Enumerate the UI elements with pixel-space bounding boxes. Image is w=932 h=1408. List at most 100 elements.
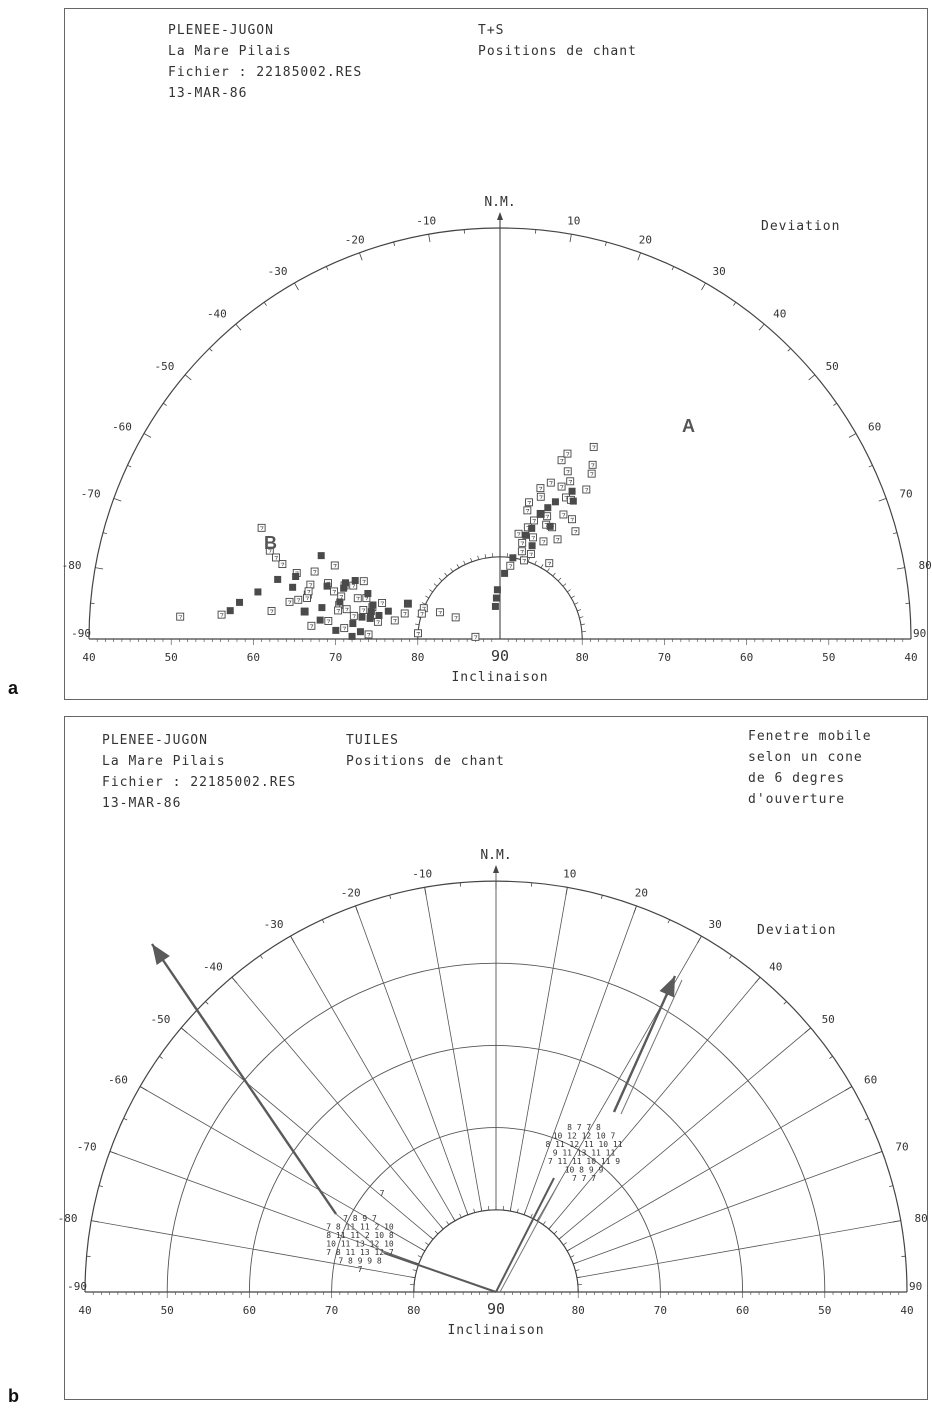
open-square-glyph	[438, 610, 442, 615]
inner-circle-tick	[480, 1207, 483, 1212]
deviation-tick-label: -60	[112, 421, 132, 434]
inner-circle	[413, 1209, 579, 1293]
open-square-glyph	[280, 562, 285, 567]
deviation-tick-label: -30	[268, 265, 288, 278]
filled-square-marker	[528, 524, 536, 532]
arrow-right-shaft	[612, 975, 677, 1113]
open-square-glyph	[308, 583, 313, 587]
inner-circle-tick	[459, 1213, 462, 1218]
filled-square-marker	[384, 607, 392, 615]
open-square-glyph	[561, 513, 566, 517]
open-square-glyph	[416, 631, 420, 636]
outer-circle-tick	[109, 1151, 118, 1155]
outer-circle-tick	[889, 1185, 894, 1188]
open-square-glyph	[361, 608, 366, 613]
filled-square-marker	[236, 598, 244, 606]
open-square-marker	[557, 482, 566, 491]
open-square-glyph	[520, 549, 524, 554]
center-value-label: 90	[487, 1300, 505, 1318]
outer-circle-tick	[758, 323, 765, 331]
outer-circle-tick	[263, 302, 267, 306]
date: 13-MAR-86	[102, 796, 182, 811]
measure-type: Positions de chant	[478, 44, 637, 59]
open-square-glyph	[403, 612, 407, 616]
panel-b-letter: b	[8, 1386, 19, 1406]
inclination-tick-label: 80	[407, 1304, 420, 1317]
outer-circle-tick	[139, 1086, 148, 1091]
filled-square-marker	[358, 613, 366, 621]
north-arrowhead	[497, 212, 503, 220]
open-square-marker	[568, 515, 576, 524]
inclination-tick-label: 50	[165, 651, 178, 664]
deviation-tick-label: -20	[341, 887, 361, 900]
density-count-row-left: 8 11 11 2 10 8	[326, 1231, 394, 1240]
inner-circle-tick	[573, 1262, 578, 1265]
open-square-glyph	[326, 619, 331, 624]
filled-square-marker	[332, 626, 340, 634]
panel-a-header-mid: T+S Positions de chant	[478, 20, 637, 62]
open-square-glyph	[420, 612, 424, 616]
filled-square-marker	[348, 632, 356, 640]
open-square-marker	[525, 498, 534, 507]
open-square-marker	[530, 516, 538, 525]
arrow-right-stem	[495, 1177, 555, 1293]
inclination-tick-label: 40	[904, 651, 917, 664]
deviation-tick-label: 80	[915, 1212, 928, 1225]
inner-circle-tick	[484, 554, 487, 559]
open-square-marker	[330, 561, 339, 570]
site-name: PLENEE-JUGON	[168, 23, 274, 38]
window-note-1: Fenetre mobile	[748, 729, 872, 744]
open-square-marker	[566, 477, 575, 486]
outer-circle-tick	[235, 323, 242, 331]
open-square-glyph	[556, 538, 560, 542]
deviation-tick-label: -80	[58, 1212, 78, 1225]
open-square-glyph	[473, 635, 478, 639]
deviation-tick-label: 30	[709, 918, 722, 931]
open-square-marker	[539, 537, 548, 546]
open-square-glyph	[345, 607, 349, 612]
outer-circle-tick	[209, 348, 213, 352]
deviation-tick-label: -10	[412, 867, 432, 880]
density-count-row-left: 10 11 13 12 10	[326, 1240, 394, 1249]
file-name: Fichier : 22185002.RES	[168, 65, 363, 80]
outer-circle-tick	[102, 532, 107, 535]
inner-circle-tick	[421, 602, 426, 605]
outer-circle-tick	[290, 935, 295, 944]
deviation-tick-label: 60	[868, 421, 881, 434]
inclination-circle	[413, 1209, 579, 1293]
deviation-radial-line	[536, 935, 702, 1222]
open-square-marker	[414, 629, 422, 638]
open-square-marker	[543, 512, 552, 521]
inner-circle-tick	[576, 1276, 581, 1279]
open-square-marker	[342, 605, 351, 614]
deviation-tick-label: 10	[563, 867, 576, 880]
filled-square-marker	[342, 579, 350, 587]
filled-square-marker	[546, 522, 554, 530]
arrow-right-stem-thin	[499, 1180, 561, 1293]
open-square-marker	[304, 587, 313, 596]
filled-square-marker	[336, 598, 344, 606]
outer-circle-tick	[878, 498, 887, 502]
open-square-marker	[378, 599, 387, 607]
filled-square-marker	[537, 510, 545, 518]
panel-a-stereonet: N.M. -90 -80 -70 -60 -50 -40 -30 -20 -10 10 20 30 40 5…	[62, 195, 932, 685]
inner-circle-tick	[534, 560, 537, 565]
panel-b-header-left: PLENEE-JUGON La Mare Pilais Fichier : 22…	[102, 730, 296, 814]
inclination-tick-label: 60	[247, 651, 260, 664]
open-square-marker	[307, 621, 316, 630]
open-square-glyph	[288, 600, 292, 605]
inner-circle-tick	[540, 564, 544, 568]
outer-circle-tick	[127, 464, 132, 468]
open-square-marker	[520, 556, 528, 565]
filled-square-marker	[528, 542, 536, 550]
deviation-tick-label: 80	[919, 559, 932, 572]
open-square-marker	[587, 469, 596, 478]
inner-circle-tick	[558, 1236, 563, 1240]
density-count-row-left: 7 8 9 7	[343, 1214, 377, 1223]
filled-square-marker	[544, 504, 552, 512]
inner-circle-tick	[574, 602, 579, 605]
cluster-label-b: B	[264, 533, 277, 553]
outer-circle-tick	[896, 567, 905, 570]
sample-type: TUILES	[346, 733, 399, 748]
panel-b-stereonet: N.M. -90 -80 -70 -60 -50 -40 -30 -20 -10 10 20 30 40 5…	[58, 848, 928, 1338]
